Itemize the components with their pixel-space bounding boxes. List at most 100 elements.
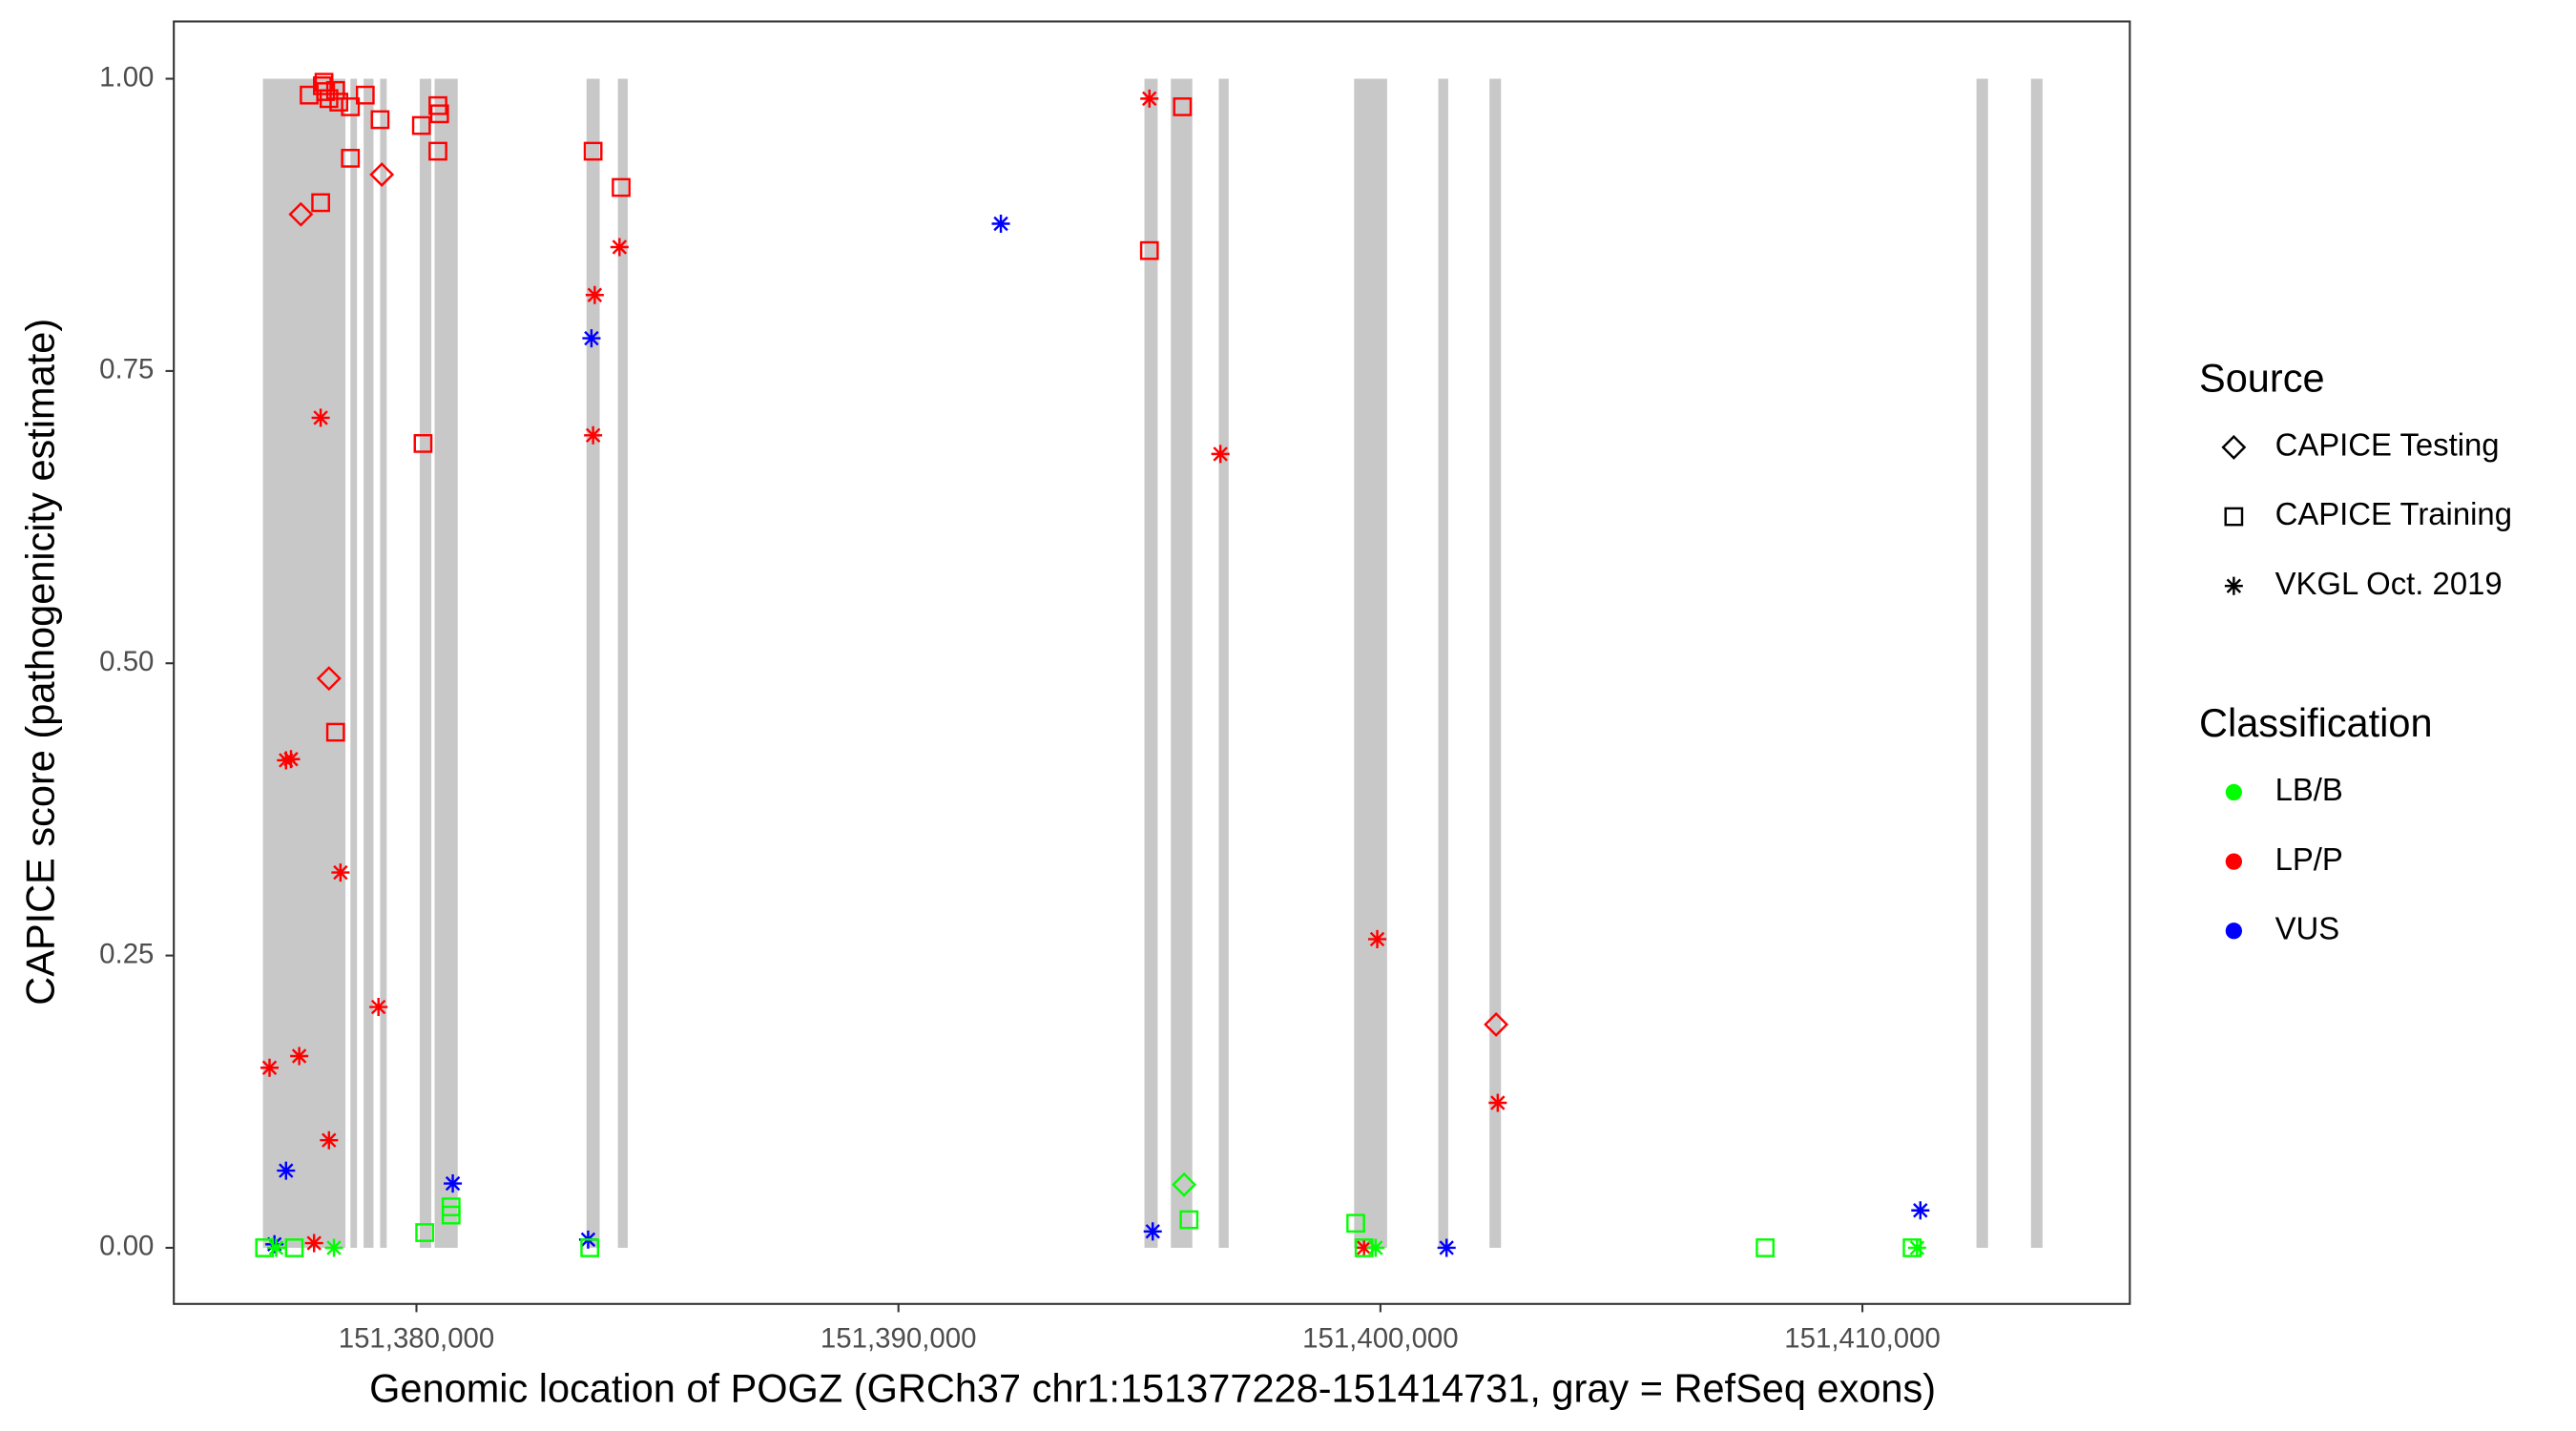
marker-square xyxy=(341,97,361,116)
marker-square xyxy=(1179,1210,1199,1230)
y-tick-label: 1.00 xyxy=(99,61,154,93)
exon xyxy=(380,78,387,1248)
y-axis-title: CAPICE score (pathogenicity estimate) xyxy=(17,319,62,1006)
marker-asterisk xyxy=(1143,1222,1162,1241)
legend-label: LB/B xyxy=(2275,772,2343,807)
marker-asterisk xyxy=(610,238,629,257)
legend-label: VUS xyxy=(2275,910,2340,945)
x-axis-title: Genomic location of POGZ (GRCh37 chr1:15… xyxy=(369,1365,1936,1410)
marker-asterisk xyxy=(290,1047,309,1066)
marker-asterisk xyxy=(582,329,601,348)
marker-asterisk xyxy=(1211,445,1230,464)
exon xyxy=(617,78,628,1248)
marker-asterisk xyxy=(331,863,350,882)
marker-square xyxy=(329,93,349,112)
marker-diamond xyxy=(369,162,395,187)
marker-asterisk xyxy=(1488,1093,1507,1112)
marker-square xyxy=(415,1223,434,1242)
marker-asterisk xyxy=(320,1130,339,1150)
marker-asterisk xyxy=(281,750,301,769)
x-tick-label: 151,410,000 xyxy=(1784,1323,1941,1355)
marker-asterisk xyxy=(1355,1238,1374,1257)
marker-diamond xyxy=(1484,1011,1509,1037)
marker-square xyxy=(355,85,375,105)
marker-square xyxy=(370,110,390,130)
y-tick-label: 0.00 xyxy=(99,1231,154,1262)
exon xyxy=(1438,78,1448,1248)
marker-asterisk xyxy=(304,1234,323,1253)
marker-square xyxy=(580,1238,600,1257)
exon xyxy=(350,78,358,1248)
marker-square xyxy=(413,434,433,453)
marker-asterisk xyxy=(584,425,603,445)
legend-symbol xyxy=(2225,853,2242,870)
exon xyxy=(1171,78,1193,1248)
marker-square xyxy=(428,141,447,161)
marker-square xyxy=(1346,1213,1365,1234)
marker-square xyxy=(1755,1238,1775,1257)
marker-diamond xyxy=(288,201,314,227)
marker-asterisk xyxy=(1437,1238,1456,1257)
legend-symbol xyxy=(2224,507,2244,527)
x-tick-label: 151,390,000 xyxy=(821,1323,977,1355)
y-tick-label: 0.25 xyxy=(99,938,154,969)
legend-label: CAPICE Training xyxy=(2275,496,2512,531)
marker-asterisk xyxy=(585,285,604,304)
x-tick-label: 151,380,000 xyxy=(339,1323,495,1355)
legend-label: VKGL Oct. 2019 xyxy=(2275,566,2503,601)
marker-asterisk xyxy=(277,751,296,770)
exon xyxy=(262,78,346,1248)
legend-title: Source xyxy=(2199,356,2325,401)
marker-square xyxy=(429,104,449,124)
exon xyxy=(586,78,600,1248)
marker-asterisk xyxy=(991,214,1010,234)
y-tick-label: 0.50 xyxy=(99,646,154,677)
exon xyxy=(1218,78,1229,1248)
marker-asterisk xyxy=(1911,1201,1930,1220)
marker-square xyxy=(325,722,345,742)
exon xyxy=(1354,78,1387,1248)
marker-asterisk xyxy=(1907,1238,1926,1257)
marker-asterisk xyxy=(1140,89,1159,108)
marker-square xyxy=(284,1238,304,1257)
exon xyxy=(1489,78,1502,1248)
marker-square xyxy=(341,149,361,168)
legend-symbol xyxy=(2224,576,2243,595)
marker-asterisk xyxy=(260,1058,280,1077)
marker-square xyxy=(411,115,431,135)
marker-asterisk xyxy=(277,1161,296,1180)
legend-title: Classification xyxy=(2199,700,2433,745)
marker-diamond xyxy=(316,666,342,692)
legend-symbol xyxy=(2221,434,2247,460)
marker-square xyxy=(311,193,330,213)
exon xyxy=(1144,78,1158,1248)
marker-square xyxy=(583,141,603,161)
legend-symbol xyxy=(2225,783,2242,801)
exon xyxy=(419,78,432,1248)
marker-square xyxy=(1173,97,1193,116)
legend-label: LP/P xyxy=(2275,841,2343,877)
marker-diamond xyxy=(1172,1172,1197,1197)
marker-square xyxy=(313,76,332,95)
exon xyxy=(364,78,374,1248)
legend-label: CAPICE Testing xyxy=(2275,427,2500,463)
marker-square xyxy=(612,177,631,197)
y-tick-label: 0.75 xyxy=(99,354,154,385)
marker-asterisk xyxy=(266,1238,285,1257)
exon xyxy=(1976,78,1988,1248)
panel-border xyxy=(173,20,2131,1305)
marker-asterisk xyxy=(311,408,330,427)
marker-square xyxy=(1139,240,1159,260)
legend-symbol xyxy=(2225,923,2242,940)
exon xyxy=(2030,78,2043,1248)
marker-asterisk xyxy=(444,1174,463,1193)
x-tick-label: 151,400,000 xyxy=(1302,1323,1459,1355)
marker-asterisk xyxy=(324,1238,343,1257)
marker-square xyxy=(325,80,345,100)
exon xyxy=(434,78,458,1248)
marker-asterisk xyxy=(369,998,388,1017)
marker-square xyxy=(316,82,336,101)
marker-asterisk xyxy=(265,1234,284,1254)
